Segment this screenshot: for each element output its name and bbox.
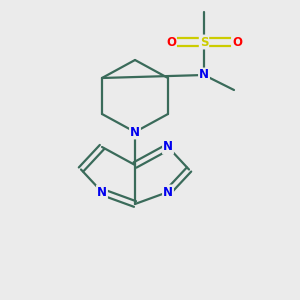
Text: O: O <box>166 35 176 49</box>
Text: N: N <box>163 140 173 154</box>
Text: N: N <box>163 185 173 199</box>
Text: O: O <box>232 35 242 49</box>
Text: N: N <box>199 68 209 82</box>
Text: N: N <box>97 185 107 199</box>
Text: S: S <box>200 35 208 49</box>
Text: N: N <box>130 125 140 139</box>
